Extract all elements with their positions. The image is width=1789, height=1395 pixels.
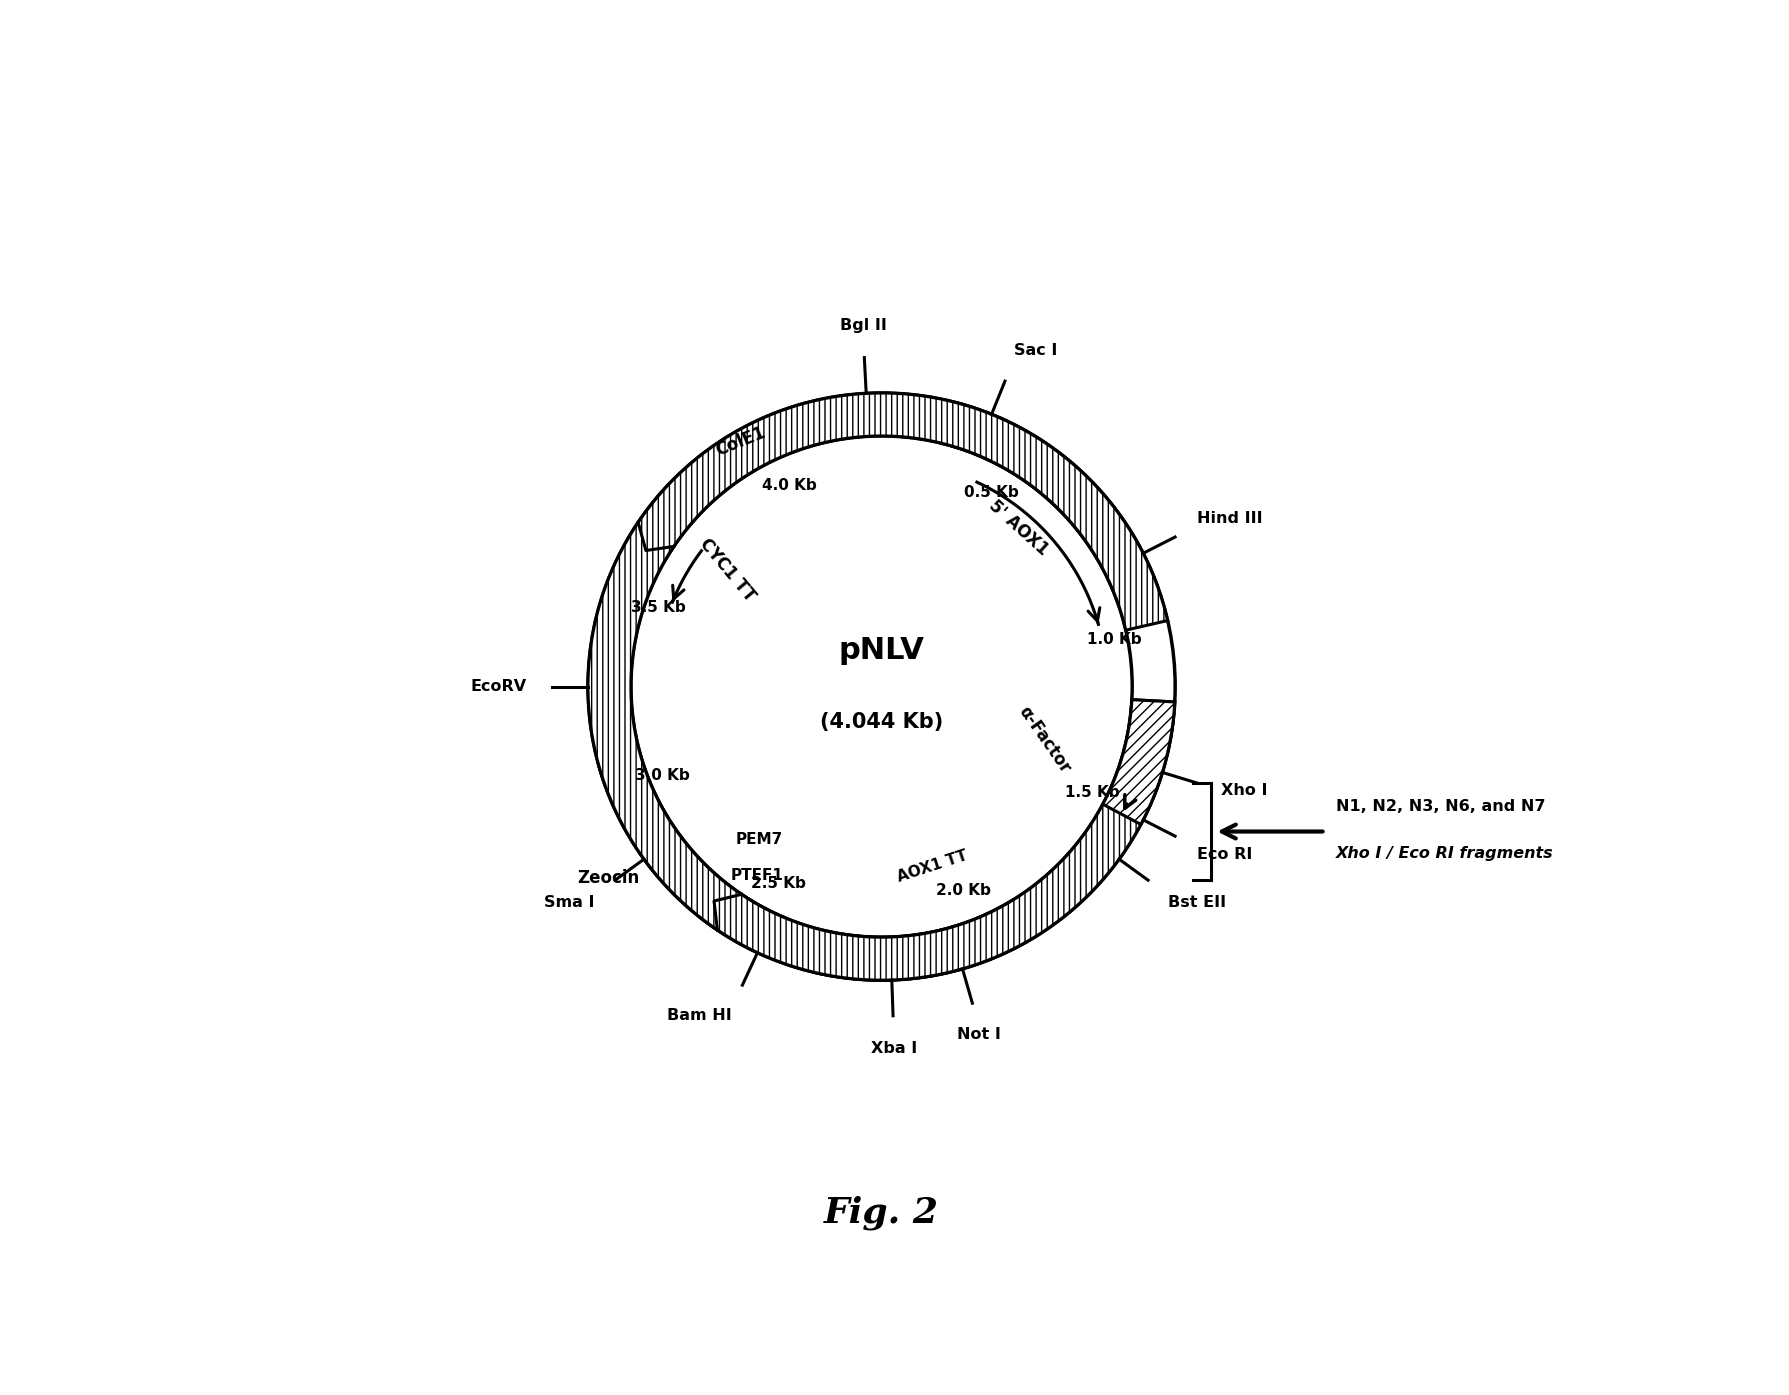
Text: Bam HI: Bam HI (667, 1007, 732, 1023)
Text: 3.5 Kb: 3.5 Kb (630, 600, 685, 615)
Text: Sac I: Sac I (1014, 343, 1057, 359)
Text: 2.0 Kb: 2.0 Kb (936, 883, 991, 898)
Text: Sma I: Sma I (544, 896, 594, 910)
Text: 0.5 Kb: 0.5 Kb (964, 484, 1018, 499)
Text: α-Factor: α-Factor (1014, 703, 1073, 777)
Text: EcoRV: EcoRV (471, 679, 526, 695)
Text: Bgl II: Bgl II (839, 318, 886, 332)
Text: PEM7: PEM7 (735, 831, 782, 847)
Polygon shape (626, 487, 698, 561)
Polygon shape (598, 752, 737, 928)
Text: N1, N2, N3, N6, and N7: N1, N2, N3, N6, and N7 (1335, 799, 1546, 813)
Text: Zeocin: Zeocin (578, 869, 640, 887)
Text: Eco RI: Eco RI (1197, 848, 1252, 862)
Text: PTEF1: PTEF1 (730, 868, 782, 883)
Text: Xba I: Xba I (869, 1041, 916, 1056)
Polygon shape (816, 900, 1036, 981)
Text: 5' AOX1: 5' AOX1 (984, 497, 1050, 559)
Text: AOX1 TT: AOX1 TT (894, 848, 970, 886)
Text: 2.5 Kb: 2.5 Kb (751, 876, 805, 891)
Text: Not I: Not I (957, 1027, 1000, 1042)
Text: pNLV: pNLV (839, 636, 923, 665)
Polygon shape (1102, 700, 1174, 824)
Text: CYC1 TT: CYC1 TT (696, 536, 759, 605)
Text: Bst EII: Bst EII (1168, 896, 1225, 910)
Polygon shape (701, 884, 784, 957)
Polygon shape (587, 393, 1174, 981)
Text: Fig. 2: Fig. 2 (823, 1196, 939, 1230)
Text: ColE1: ColE1 (712, 424, 767, 460)
Polygon shape (941, 402, 1157, 601)
Text: Xho I / Eco RI fragments: Xho I / Eco RI fragments (1335, 845, 1553, 861)
Text: 4.0 Kb: 4.0 Kb (760, 478, 816, 494)
Text: 1.0 Kb: 1.0 Kb (1086, 632, 1141, 646)
Text: Hind III: Hind III (1197, 511, 1263, 526)
Text: (4.044 Kb): (4.044 Kb) (819, 713, 943, 732)
Text: 1.5 Kb: 1.5 Kb (1064, 785, 1118, 799)
Text: Xho I: Xho I (1220, 783, 1267, 798)
Text: 3.0 Kb: 3.0 Kb (635, 769, 691, 784)
